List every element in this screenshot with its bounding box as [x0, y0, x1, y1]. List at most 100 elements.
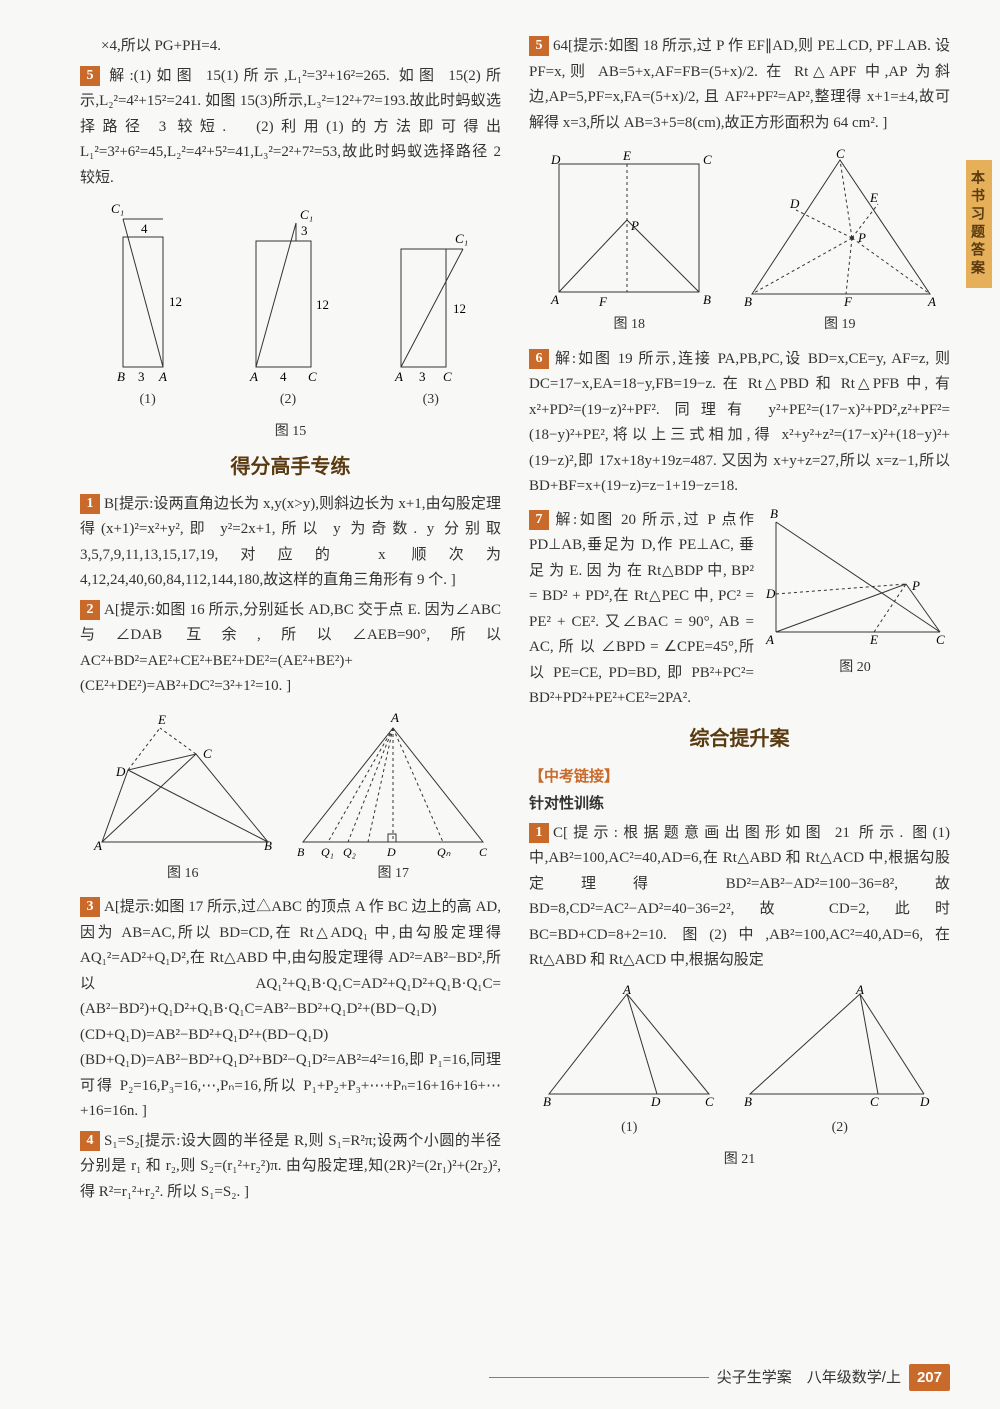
svg-text:C₁: C₁ — [300, 207, 313, 222]
svg-text:C: C — [836, 146, 845, 161]
rq5-block: 564[提示:如图 18 所示,过 P 作 EF∥AD,则 PE⊥CD, PF⊥… — [529, 34, 950, 136]
q2-text: A[提示:如图 16 所示,分别延长 AD,BC 交于点 E. 因为∠ABC 与… — [80, 602, 501, 695]
q3-block: 3A[提示:如图 17 所示,过△ABC 的顶点 A 作 BC 边上的高 AD,… — [80, 895, 501, 1125]
svg-text:F: F — [598, 294, 608, 309]
subhead-zhongkao: 【中考链接】 — [529, 764, 950, 790]
fig15-sub3: (3) — [383, 388, 478, 412]
svg-text:A: A — [765, 632, 774, 647]
q5-block: 5解:(1)如图 15(1)所示,L₁²=3²+16²=265. 如图 15(2… — [80, 64, 501, 192]
svg-text:3: 3 — [419, 369, 426, 384]
para-cont: ×4,所以 PG+PH=4. — [80, 34, 501, 60]
svg-text:D: D — [919, 1094, 930, 1109]
svg-text:E: E — [869, 632, 878, 647]
footer-line — [489, 1377, 709, 1378]
svg-text:4: 4 — [280, 369, 287, 384]
fig18-caption: 图 18 — [539, 313, 719, 337]
fig15-1: C₁ 4 12 B 3 A — [103, 201, 193, 386]
svg-text:A: A — [855, 984, 864, 997]
q3-text: A[提示:如图 17 所示,过△ABC 的顶点 A 作 BC 边上的高 AD,因… — [80, 899, 501, 1119]
svg-text:E: E — [622, 148, 631, 163]
footer: 尖子生学案 八年级数学/上 207 — [489, 1364, 950, 1392]
q5-text: 解:(1)如图 15(1)所示,L₁²=3²+16²=265. 如图 15(2)… — [80, 68, 501, 186]
svg-text:A: A — [93, 838, 102, 853]
figure-21: A B D C (1) A B C D (2) — [529, 984, 950, 1146]
side-tab: 本书习题答案 — [966, 160, 992, 288]
svg-text:12: 12 — [316, 297, 329, 312]
qnum-r5: 5 — [529, 36, 549, 56]
svg-text:D: D — [765, 586, 776, 601]
svg-text:B: B — [744, 294, 752, 309]
q4-block: 4S₁=S₂[提示:设大圆的半径是 R,则 S₁=R²π;设两个小圆的半径分别是… — [80, 1129, 501, 1206]
svg-text:C: C — [203, 746, 212, 761]
svg-text:D: D — [650, 1094, 661, 1109]
svg-text:A: A — [249, 369, 258, 384]
svg-text:D: D — [789, 196, 800, 211]
svg-text:B: B — [117, 369, 125, 384]
fig20: B A C E D P — [760, 504, 945, 654]
svg-text:B: B — [543, 1094, 551, 1109]
fig17-caption: 图 17 — [293, 862, 493, 886]
fig19: C B A E D F P — [740, 146, 940, 311]
svg-text:D: D — [550, 152, 561, 167]
qnum-r7: 7 — [529, 510, 549, 530]
fig15-2: C₁ 3 12 A 4 C — [238, 201, 338, 386]
svg-text:3: 3 — [138, 369, 145, 384]
svg-text:P: P — [911, 578, 920, 593]
svg-text:C: C — [870, 1094, 879, 1109]
figures-16-17: E C D A B 图 16 A — [80, 710, 501, 892]
qnum-r6: 6 — [529, 349, 549, 369]
fig21-sub1: (1) — [539, 1116, 719, 1140]
subhead-zhenduixing: 针对性训练 — [529, 791, 950, 817]
svg-text:C₁: C₁ — [455, 231, 468, 246]
section-gaoshou: 得分高手专练 — [80, 450, 501, 484]
fig19-caption: 图 19 — [740, 313, 940, 337]
footer-text: 尖子生学案 八年级数学/上 — [717, 1365, 901, 1391]
fig15-sub2: (2) — [238, 388, 338, 412]
svg-text:C: C — [308, 369, 317, 384]
rq7-wrap: B A C E D P 图 20 7解:如图 20 所示,过 P 点 — [529, 504, 950, 716]
fig21-2: A B C D — [740, 984, 940, 1114]
svg-text:4: 4 — [141, 221, 148, 236]
q1-text: B[提示:设两直角边长为 x,y(x>y),则斜边长为 x+1,由勾股定理得(x… — [80, 496, 501, 589]
figures-18-19: D C A B E F P 图 18 C B — [529, 146, 950, 343]
rq5-text: 64[提示:如图 18 所示,过 P 作 EF∥AD,则 PE⊥CD, PF⊥A… — [529, 38, 950, 131]
svg-text:C: C — [936, 632, 945, 647]
fig21-sub2: (2) — [740, 1116, 940, 1140]
qnum-2: 2 — [80, 600, 100, 620]
rq1b-text: C[提示:根据题意画出图形如图 21 所示. 图(1)中,AB²=100,AC²… — [529, 825, 950, 969]
svg-text:A: A — [158, 369, 167, 384]
svg-text:D: D — [386, 845, 396, 859]
fig18: D C A B E F P — [539, 146, 719, 311]
q2-block: 2A[提示:如图 16 所示,分别延长 AD,BC 交于点 E. 因为∠ABC … — [80, 598, 501, 700]
page-number: 207 — [909, 1364, 950, 1392]
qnum-4: 4 — [80, 1131, 100, 1151]
qnum-r1b: 1 — [529, 823, 549, 843]
svg-text:A: A — [622, 984, 631, 997]
fig17: A B Q₁ Q₂ D Qₙ C — [293, 710, 493, 860]
fig15-sub1: (1) — [103, 388, 193, 412]
svg-text:A: A — [390, 710, 399, 725]
rq6-text: 解:如图 19 所示,连接 PA,PB,PC,设 BD=x,CE=y, AF=z… — [529, 351, 950, 495]
svg-text:D: D — [115, 764, 126, 779]
right-column: 564[提示:如图 18 所示,过 P 作 EF∥AD,则 PE⊥CD, PF⊥… — [529, 30, 950, 1209]
figure-15: C₁ 4 12 B 3 A (1) C₁ 3 — [80, 201, 501, 418]
qnum-1: 1 — [80, 494, 100, 514]
fig21-caption: 图 21 — [529, 1148, 950, 1172]
fig16-caption: 图 16 — [88, 862, 278, 886]
svg-text:C₁: C₁ — [111, 201, 124, 216]
svg-text:12: 12 — [169, 294, 182, 309]
svg-text:E: E — [157, 712, 166, 727]
q1-block: 1B[提示:设两直角边长为 x,y(x>y),则斜边长为 x+1,由勾股定理得(… — [80, 492, 501, 594]
fig16: E C D A B — [88, 710, 278, 860]
svg-text:F: F — [843, 294, 853, 309]
qnum-3: 3 — [80, 897, 100, 917]
rq6-block: 6解:如图 19 所示,连接 PA,PB,PC,设 BD=x,CE=y, AF=… — [529, 347, 950, 500]
page-content: ×4,所以 PG+PH=4. 5解:(1)如图 15(1)所示,L₁²=3²+1… — [0, 0, 1000, 1239]
svg-text:B: B — [770, 506, 778, 521]
svg-text:C: C — [703, 152, 712, 167]
fig20-caption: 图 20 — [760, 656, 950, 680]
q4-text: S₁=S₂[提示:设大圆的半径是 R,则 S₁=R²π;设两个小圆的半径分别是 … — [80, 1133, 501, 1200]
rq1b-block: 1C[提示:根据题意画出图形如图 21 所示. 图(1)中,AB²=100,AC… — [529, 821, 950, 974]
fig21-1: A B D C — [539, 984, 719, 1114]
svg-text:Q₁: Q₁ — [321, 845, 334, 859]
